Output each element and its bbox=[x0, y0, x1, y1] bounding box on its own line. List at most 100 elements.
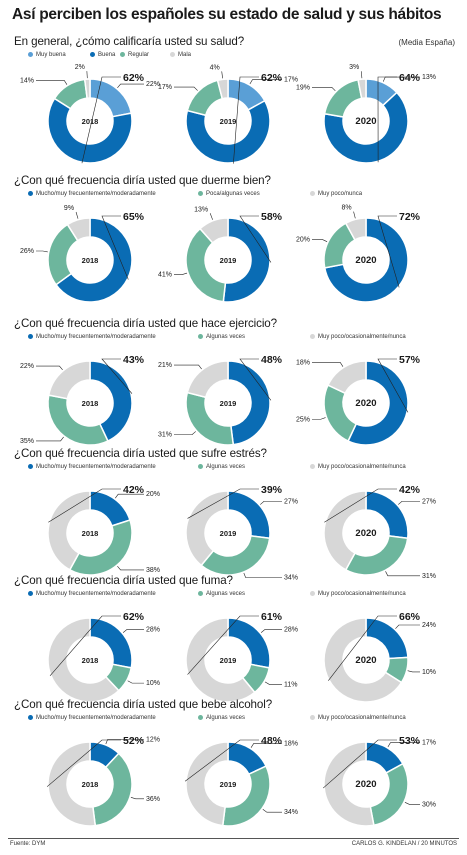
legend-entry: Regular bbox=[120, 52, 149, 58]
leader-line bbox=[184, 739, 259, 782]
question-block: ¿Con qué frecuencia diría usted que hace… bbox=[0, 317, 467, 446]
legend-label: Mucho/muy frecuentemente/moderadamente bbox=[36, 334, 156, 341]
data-label: 28% bbox=[146, 626, 160, 633]
legend: Mucho/muy frecuentemente/moderadamente Po… bbox=[0, 191, 467, 201]
data-label: 58% bbox=[261, 211, 283, 223]
legend-label: Mucho/muy frecuentemente/moderadamente bbox=[36, 715, 156, 722]
question-title: En general, ¿cómo calificaría usted su s… bbox=[14, 35, 245, 48]
data-label: 20% bbox=[146, 491, 160, 498]
legend-label: Muy buena bbox=[36, 52, 66, 59]
donut-segment bbox=[186, 360, 229, 399]
data-label: 20% bbox=[296, 237, 310, 244]
leader-line bbox=[250, 743, 282, 748]
leader-line bbox=[360, 71, 363, 79]
donut-segment bbox=[186, 79, 224, 117]
leader-line bbox=[260, 629, 282, 633]
donut-row: 22%62%14%2%201817%62%17%4%201913%64%19%3… bbox=[20, 64, 436, 164]
legend-entry: Mucho/muy frecuentemente/moderadamente bbox=[28, 591, 156, 597]
leader-line bbox=[243, 572, 282, 578]
legend-entry: Mucho/muy frecuentemente/moderadamente bbox=[28, 715, 156, 721]
question-title: ¿Con qué frecuencia diría usted que bebe… bbox=[14, 698, 273, 711]
legend-entry: Muy poco/ocasionalmente/nunca bbox=[310, 464, 406, 470]
leader-line bbox=[312, 239, 328, 242]
year-label: 2020 bbox=[355, 398, 376, 409]
donut-chart: 28% 10% 62% 2018 bbox=[47, 611, 160, 703]
legend-label: Muy poco/ocasionalmente/nunca bbox=[318, 464, 406, 471]
data-label: 18% bbox=[296, 359, 310, 366]
donut-segment bbox=[323, 384, 358, 443]
leader-line bbox=[174, 86, 198, 91]
data-label: 8% bbox=[341, 205, 351, 212]
leader-line bbox=[404, 802, 420, 805]
leader-line bbox=[395, 624, 420, 629]
legend-swatch bbox=[28, 715, 33, 720]
year-label: 2019 bbox=[220, 780, 237, 789]
credit-text: CARLOS G. KINDELAN / 20 MINUTOS bbox=[351, 841, 457, 847]
leader-line bbox=[36, 80, 68, 85]
data-label: 11% bbox=[284, 681, 298, 688]
leader-line bbox=[101, 215, 129, 280]
year-label: 2018 bbox=[82, 529, 99, 538]
legend-entry: Algunas veces bbox=[198, 334, 245, 340]
leader-line bbox=[407, 670, 420, 673]
data-label: 22% bbox=[20, 363, 34, 370]
legend-swatch bbox=[310, 334, 315, 339]
data-label: 19% bbox=[296, 84, 310, 91]
leader-line bbox=[117, 565, 144, 571]
legend-swatch bbox=[198, 591, 203, 596]
donut-segment bbox=[47, 617, 120, 703]
data-label: 17% bbox=[158, 84, 172, 91]
leader-line bbox=[174, 364, 202, 370]
leader-line bbox=[312, 362, 344, 367]
legend-label: Mucho/muy frecuentemente/moderadamente bbox=[36, 591, 156, 598]
question-block: ¿Con qué frecuencia diría usted que duer… bbox=[0, 174, 467, 303]
data-label: 14% bbox=[20, 77, 34, 84]
data-label: 31% bbox=[158, 432, 172, 439]
donut-row: 43% 35% 22% 2018 48% 31% 21% 2019 57% 25% 18% 2020 bbox=[20, 354, 421, 446]
legend-label: Mala bbox=[178, 52, 192, 59]
donut-segment bbox=[68, 519, 133, 576]
legend-swatch bbox=[198, 334, 203, 339]
donut-segment bbox=[344, 535, 409, 576]
legend-swatch bbox=[198, 464, 203, 469]
data-label: 17% bbox=[284, 77, 298, 84]
data-label: 34% bbox=[284, 575, 298, 582]
leader-line bbox=[377, 215, 400, 288]
donut-segment bbox=[221, 765, 271, 827]
donut-segment bbox=[323, 91, 409, 164]
leader-line bbox=[36, 250, 48, 253]
data-label: 28% bbox=[284, 626, 298, 633]
legend-label: Muy poco/nunca bbox=[318, 191, 363, 198]
legend-entry: Algunas veces bbox=[198, 715, 245, 721]
leader-line bbox=[239, 215, 272, 263]
leader-line bbox=[264, 681, 282, 685]
legend-swatch bbox=[310, 464, 315, 469]
question-title: ¿Con qué frecuencia diría usted que hace… bbox=[14, 317, 278, 330]
legend-swatch bbox=[28, 52, 33, 57]
year-label: 2019 bbox=[220, 656, 237, 665]
donut-chart: 58% 41% 13% 2019 bbox=[158, 206, 283, 303]
data-label: 64% bbox=[399, 72, 421, 84]
leader-line bbox=[233, 76, 259, 164]
donut-segment bbox=[185, 227, 227, 303]
year-label: 2019 bbox=[220, 117, 237, 126]
donut-chart: 22%62% 14% 2% 2018 bbox=[20, 64, 160, 164]
legend-swatch bbox=[310, 715, 315, 720]
legend-swatch bbox=[198, 191, 203, 196]
data-label: 9% bbox=[64, 205, 74, 212]
legend-label: Muy poco/ocasionalmente/nunca bbox=[318, 334, 406, 341]
donut-segment bbox=[369, 762, 409, 827]
data-label: 38% bbox=[146, 567, 160, 574]
legend: Mucho/muy frecuentemente/moderadamente Al… bbox=[0, 334, 467, 344]
legend-swatch bbox=[170, 52, 175, 57]
leader-line bbox=[75, 211, 79, 219]
legend-swatch bbox=[28, 464, 33, 469]
legend-label: Algunas veces bbox=[206, 715, 246, 722]
data-label: 61% bbox=[261, 611, 283, 623]
data-label: 52% bbox=[123, 735, 145, 747]
legend-entry: Muy buena bbox=[28, 52, 66, 58]
data-label: 10% bbox=[146, 680, 160, 687]
data-label: 57% bbox=[399, 354, 421, 366]
legend-label: Algunas veces bbox=[206, 591, 246, 598]
year-label: 2020 bbox=[355, 255, 376, 266]
